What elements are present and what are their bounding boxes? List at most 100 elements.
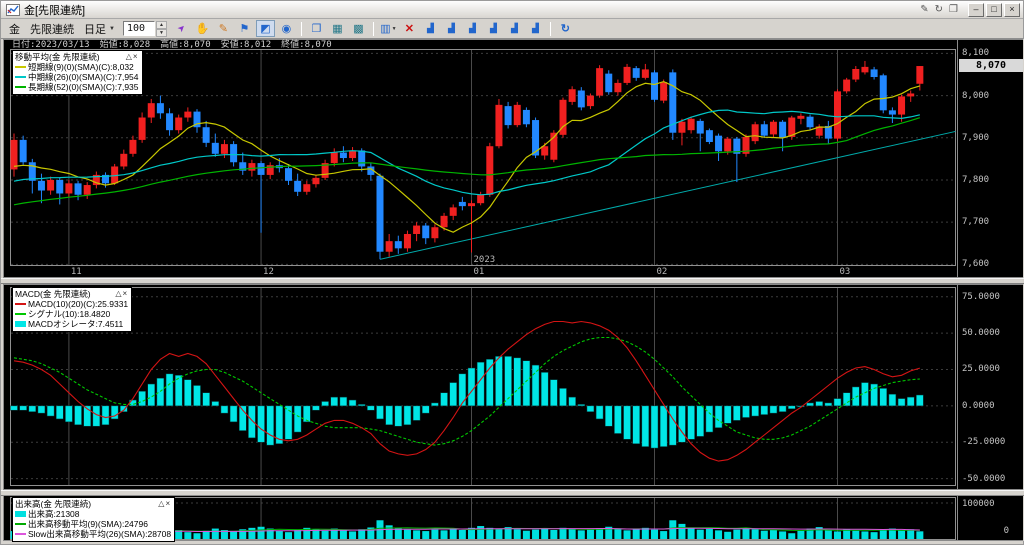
ma-legend[interactable]: 移動平均(金 先限連続) △× 短期線(9)(0)(SMA)(C):8,032 中…: [12, 50, 143, 95]
signal-line: [13, 336, 920, 446]
spinner-up-icon[interactable]: ▲: [155, 20, 167, 29]
legend-close-icon[interactable]: ×: [122, 289, 129, 298]
month-label: 03: [839, 267, 851, 277]
candle-body: [641, 69, 649, 78]
macd-oscillator-bar: [357, 404, 366, 407]
cursor-tool-button[interactable]: ➤: [172, 20, 191, 37]
select-chart-tool-button[interactable]: ◩: [255, 20, 275, 37]
sma-line-9: [13, 80, 921, 233]
current-price-tag: 8,070: [959, 59, 1023, 73]
legend-item: 中期線(26)(0)(SMA)(C):7,954: [15, 72, 139, 82]
macd-oscillator-bar: [202, 392, 210, 407]
highlight-tool-button[interactable]: ⚑: [235, 20, 254, 37]
volume-legend[interactable]: 出来高(金 先限連続) △× 出来高:21308 出来高移動平均(9)(SMA):…: [12, 497, 176, 542]
macd-oscillator-bar: [778, 405, 787, 412]
toolbar: 金 先限連続 日足 ▼ 100 ▲ ▼ ➤ ✋ ✎ ⚑ ◩ ◉ ❐ ▦ ▩ ▥ ▼…: [1, 19, 1023, 39]
candle-body: [202, 127, 210, 143]
legend-item-label: 長期線(52)(0)(SMA)(C):7,935: [28, 82, 139, 92]
volume-axis[interactable]: 100000 0: [957, 496, 1023, 540]
title-pencil-icon[interactable]: ✎: [920, 4, 929, 15]
macd-axis[interactable]: 75.0000 50.0000 25.0000 0.0000 -25.0000 -50.0…: [957, 285, 1023, 489]
date-axis[interactable]: 11 12 01 02 03: [4, 266, 956, 278]
legend-close-icon[interactable]: ×: [165, 499, 172, 508]
legend-collapse-icon[interactable]: △: [158, 499, 166, 508]
candle-body: [285, 168, 292, 181]
candle-body: [916, 66, 924, 84]
macd-oscillator-bar: [321, 401, 329, 407]
price-tick: 8,000: [962, 90, 990, 101]
volume-bar: [522, 530, 530, 539]
volume-bar: [779, 531, 787, 539]
volume-bar: [696, 529, 704, 539]
legend-collapse-icon[interactable]: △: [125, 52, 133, 61]
refresh-button[interactable]: ↻: [556, 20, 575, 37]
remove-chart-button[interactable]: ✕: [400, 20, 419, 37]
spinner-down-icon[interactable]: ▼: [155, 28, 167, 37]
title-refresh-icon[interactable]: ↻: [934, 4, 944, 15]
window-chart-icon: [6, 3, 20, 16]
volume-bar: [294, 529, 302, 539]
candle-body: [660, 82, 668, 101]
price-axis[interactable]: 8,100 8,000 7,900 7,800 7,700 7,600 8,070: [957, 40, 1023, 277]
candle-body: [843, 79, 851, 92]
chart-preset-1-button[interactable]: ▟: [421, 20, 440, 37]
chart-preset-4-button[interactable]: ▟: [484, 20, 503, 37]
maximize-button[interactable]: □: [986, 2, 1002, 17]
macd-oscillator-bar: [522, 360, 531, 407]
macd-oscillator-bar: [74, 405, 82, 426]
title-bar: 金[先限連続] ✎ ↻ ❐ – □ ×: [1, 1, 1023, 19]
macd-oscillator-bar: [888, 393, 897, 407]
chart-preset-3-button[interactable]: ▟: [463, 20, 482, 37]
macd-oscillator-bar: [385, 405, 393, 426]
bar-count-stepper[interactable]: 100 ▲ ▼: [122, 20, 167, 37]
candle-body: [349, 150, 357, 159]
volume-chart[interactable]: [4, 496, 957, 542]
close-button[interactable]: ×: [1004, 2, 1020, 17]
month-label: 02: [656, 267, 668, 277]
candle-body: [733, 138, 741, 154]
chart-preset-5-button[interactable]: ▟: [505, 20, 524, 37]
volume-bar: [211, 528, 219, 539]
chart-type-button[interactable]: ▥ ▼: [379, 20, 398, 37]
legend-close-icon[interactable]: ×: [132, 52, 139, 61]
period-dropdown[interactable]: 日足 ▼: [84, 21, 115, 37]
macd-oscillator-bar: [184, 379, 192, 407]
macd-oscillator-bar: [788, 405, 796, 410]
macd-oscillator-bar: [120, 405, 128, 412]
dense-grid-button[interactable]: ▩: [349, 20, 368, 37]
chart-preset-6-button[interactable]: ▟: [526, 20, 545, 37]
candle-body: [321, 163, 329, 178]
candle-body: [376, 175, 384, 252]
panel-splitter[interactable]: [1, 278, 1024, 284]
chart-preset-2-button[interactable]: ▟: [442, 20, 461, 37]
macd-oscillator-bar: [156, 377, 165, 407]
legend-collapse-icon[interactable]: △: [115, 289, 123, 298]
macd-oscillator-bar: [678, 405, 686, 443]
minimize-button[interactable]: –: [968, 2, 984, 17]
volume-bar: [220, 530, 228, 539]
volume-bar: [724, 531, 732, 539]
period-label: 日足: [84, 23, 106, 36]
draw-tool-button[interactable]: ✎: [214, 20, 233, 37]
candle-body: [751, 124, 759, 142]
price-chart[interactable]: [4, 40, 957, 279]
macd-legend[interactable]: MACD(金 先限連続) △× MACD(10)(20)(C):25.9331 シ…: [12, 287, 133, 332]
new-window-button[interactable]: ❐: [307, 20, 326, 37]
macd-oscillator-bar: [431, 402, 439, 407]
volume-bar: [257, 526, 265, 539]
title-cascade-icon[interactable]: ❐: [949, 4, 958, 15]
candle-body: [779, 121, 787, 138]
price-tick: 8,100: [962, 48, 990, 59]
scroll-tool-button[interactable]: ◉: [277, 20, 296, 37]
grid-button[interactable]: ▦: [328, 20, 347, 37]
bar-count-input[interactable]: 100: [122, 21, 155, 36]
candle-body: [394, 241, 402, 249]
hand-tool-button[interactable]: ✋: [193, 20, 212, 37]
volume-bar: [577, 530, 585, 539]
legend-item: 長期線(52)(0)(SMA)(C):7,935: [15, 82, 139, 92]
macd-chart[interactable]: [4, 285, 957, 491]
macd-oscillator-bar: [257, 405, 265, 443]
macd-oscillator-bar: [92, 405, 101, 427]
plot-border: [10, 497, 956, 540]
macd-panel: MACD(金 先限連続) △× MACD(10)(20)(C):25.9331 シ…: [3, 284, 1023, 490]
